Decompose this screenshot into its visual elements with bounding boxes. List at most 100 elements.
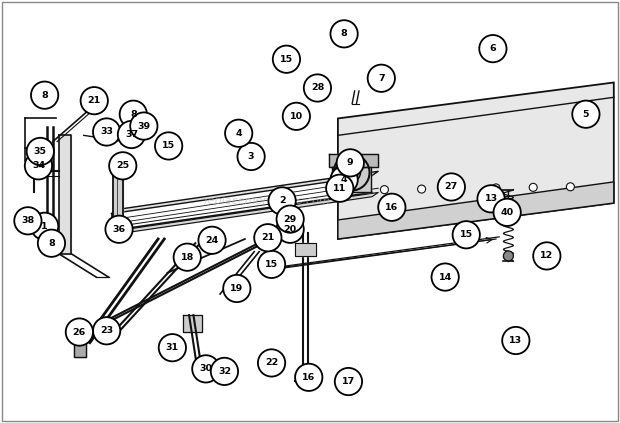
- Text: 8: 8: [341, 29, 347, 38]
- Text: 15: 15: [459, 230, 473, 239]
- Circle shape: [225, 120, 252, 147]
- Circle shape: [368, 65, 395, 92]
- Text: 38: 38: [21, 216, 35, 225]
- Text: 22: 22: [265, 358, 278, 368]
- Circle shape: [66, 319, 93, 346]
- Circle shape: [237, 143, 265, 170]
- Circle shape: [31, 213, 58, 240]
- Text: 30: 30: [200, 364, 212, 374]
- Text: 3: 3: [248, 152, 254, 161]
- Circle shape: [192, 355, 219, 382]
- Text: 16: 16: [385, 203, 399, 212]
- Polygon shape: [113, 161, 123, 239]
- Circle shape: [335, 368, 362, 395]
- Text: 40: 40: [500, 208, 514, 217]
- Circle shape: [503, 251, 513, 261]
- Text: 21: 21: [261, 233, 275, 242]
- Text: 28: 28: [311, 83, 324, 93]
- Circle shape: [533, 242, 560, 269]
- Text: 1: 1: [42, 222, 48, 231]
- Circle shape: [120, 101, 147, 128]
- Circle shape: [38, 230, 65, 257]
- Text: 4: 4: [236, 129, 242, 138]
- Circle shape: [572, 101, 600, 128]
- Circle shape: [567, 183, 574, 191]
- Polygon shape: [112, 192, 378, 235]
- Text: 14: 14: [438, 272, 452, 282]
- Circle shape: [31, 82, 58, 109]
- Polygon shape: [183, 315, 202, 332]
- Circle shape: [342, 164, 361, 181]
- Circle shape: [198, 227, 226, 254]
- Text: 6: 6: [490, 44, 496, 53]
- Polygon shape: [338, 82, 614, 239]
- Text: 15: 15: [265, 260, 278, 269]
- Text: 10: 10: [290, 112, 303, 121]
- Circle shape: [283, 103, 310, 130]
- Circle shape: [25, 152, 52, 179]
- Text: 2: 2: [279, 196, 285, 206]
- Text: 23: 23: [100, 326, 113, 335]
- Polygon shape: [74, 332, 86, 357]
- Text: 9: 9: [347, 158, 353, 168]
- Text: 35: 35: [34, 147, 46, 156]
- Circle shape: [492, 184, 500, 192]
- Circle shape: [273, 46, 300, 73]
- Circle shape: [130, 113, 157, 140]
- Polygon shape: [329, 154, 378, 167]
- Text: 34: 34: [32, 161, 45, 170]
- Circle shape: [277, 216, 304, 243]
- Circle shape: [432, 264, 459, 291]
- Circle shape: [155, 132, 182, 159]
- Polygon shape: [112, 171, 378, 214]
- Circle shape: [223, 275, 250, 302]
- Text: 5: 5: [583, 110, 589, 119]
- Circle shape: [455, 184, 463, 192]
- Text: 24: 24: [205, 236, 219, 245]
- Text: 19: 19: [230, 284, 244, 293]
- Text: 29: 29: [283, 214, 297, 224]
- Circle shape: [118, 121, 145, 148]
- Circle shape: [378, 194, 405, 221]
- Text: 11: 11: [333, 184, 347, 193]
- Circle shape: [268, 187, 296, 214]
- Text: 7: 7: [378, 74, 384, 83]
- Text: 4: 4: [341, 175, 347, 184]
- Circle shape: [326, 175, 353, 202]
- Polygon shape: [59, 135, 71, 254]
- Text: 37: 37: [125, 130, 138, 139]
- Text: 15: 15: [162, 141, 175, 151]
- Text: 21: 21: [87, 96, 101, 105]
- Circle shape: [334, 154, 370, 191]
- Circle shape: [258, 349, 285, 376]
- Circle shape: [254, 224, 281, 251]
- Text: 17: 17: [342, 377, 355, 386]
- Text: 36: 36: [112, 225, 126, 234]
- Circle shape: [438, 173, 465, 201]
- Text: 27: 27: [445, 182, 458, 192]
- Circle shape: [14, 207, 42, 234]
- Text: 39: 39: [137, 121, 151, 131]
- Text: 8: 8: [48, 239, 55, 248]
- Text: 13: 13: [509, 336, 523, 345]
- Text: 20: 20: [283, 225, 297, 234]
- Text: 15: 15: [280, 55, 293, 64]
- Text: 8: 8: [130, 110, 136, 119]
- Text: 16: 16: [302, 373, 316, 382]
- Text: 13: 13: [484, 194, 498, 203]
- Circle shape: [174, 244, 201, 271]
- Circle shape: [277, 206, 304, 233]
- Circle shape: [105, 216, 133, 243]
- Circle shape: [27, 138, 54, 165]
- Circle shape: [494, 199, 521, 226]
- Circle shape: [418, 185, 425, 193]
- Text: 8: 8: [42, 91, 48, 100]
- Circle shape: [479, 35, 507, 62]
- Circle shape: [93, 118, 120, 146]
- Text: replacementparts.com: replacementparts.com: [203, 196, 330, 206]
- Text: 32: 32: [218, 367, 231, 376]
- Circle shape: [295, 364, 322, 391]
- Circle shape: [93, 317, 120, 344]
- Text: 18: 18: [180, 253, 194, 262]
- Polygon shape: [294, 243, 316, 256]
